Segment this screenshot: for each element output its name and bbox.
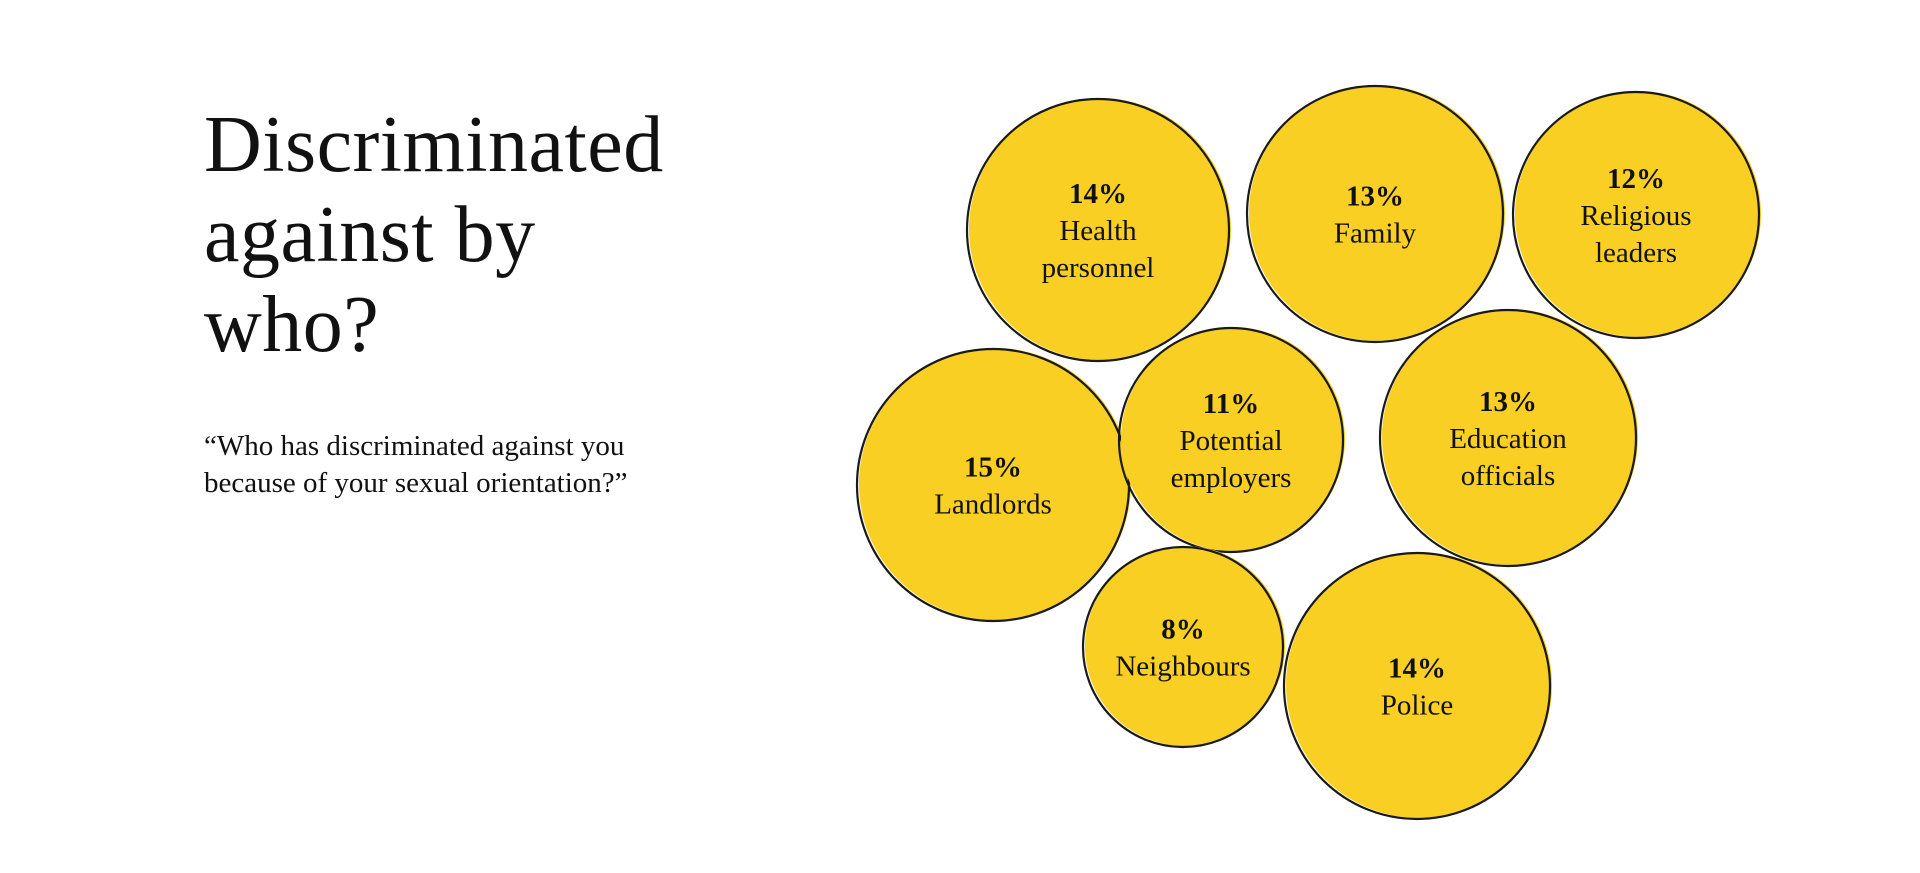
bubble-fill — [1085, 546, 1285, 746]
bubble-category-label: Family — [1334, 218, 1417, 250]
bubble-value-label: 11% — [1203, 388, 1259, 420]
bubble-outline — [1511, 90, 1761, 340]
subtitle-line: “Who has discriminated against you — [204, 430, 625, 462]
bubble-value-label: 15% — [964, 452, 1022, 484]
bubble-category-label: Potential — [1179, 425, 1282, 457]
title-line: against by — [204, 191, 536, 279]
bubble-neighbours: 8% Neighbours — [1081, 545, 1285, 749]
bubble-fill — [1249, 85, 1505, 341]
bubble-category-label: employers — [1171, 462, 1292, 494]
bubble-category-label: Neighbours — [1115, 651, 1250, 683]
bubble-category-label: Health — [1059, 215, 1137, 247]
bubble-category-label: Landlords — [934, 489, 1052, 521]
bubble-family: 13% Family — [1245, 84, 1505, 344]
bubble-value-label: 14% — [1069, 178, 1127, 210]
bubble-fill — [969, 98, 1231, 360]
bubble-value-label: 13% — [1479, 386, 1537, 418]
bubble-category-label: Police — [1381, 690, 1454, 722]
bubble-category-label: leaders — [1595, 237, 1677, 269]
page-title: Discriminated against by who? — [204, 100, 724, 370]
bubble-landlords: 15% Landlords — [855, 347, 1131, 623]
bubble-religious-leaders: 12% Religious leaders — [1511, 90, 1761, 340]
bubble-category-label: Religious — [1580, 200, 1691, 232]
bubble-potential-employers: 11% Potential employers — [1117, 326, 1345, 554]
subtitle-line: because of your sexual orientation?” — [204, 467, 628, 499]
bubble-fill — [1121, 327, 1345, 551]
bubble-outline — [1245, 84, 1505, 344]
title-line: who? — [204, 281, 380, 369]
bubble-police: 14% Police — [1282, 551, 1552, 821]
bubble-value-label: 12% — [1607, 163, 1665, 195]
bubble-outline — [1282, 551, 1552, 821]
bubble-outline — [965, 97, 1231, 363]
bubble-fill — [1382, 309, 1638, 565]
bubble-fill — [859, 348, 1131, 620]
bubble-category-label: Education — [1449, 423, 1567, 455]
bubble-value-label: 13% — [1346, 181, 1404, 213]
title-line: Discriminated — [204, 101, 664, 189]
bubble-value-label: 8% — [1161, 614, 1205, 646]
bubble-value-label: 14% — [1388, 653, 1446, 685]
bubble-health-personnel: 14% Health personnel — [965, 97, 1231, 363]
bubble-outline — [1081, 545, 1285, 749]
bubble-fill — [1286, 552, 1552, 818]
bubble-outline — [1378, 308, 1638, 568]
survey-question: “Who has discriminated against you becau… — [204, 428, 764, 502]
bubble-education-officials: 13% Education officials — [1378, 308, 1638, 568]
bubble-outline — [1117, 326, 1345, 554]
bubble-fill — [1515, 91, 1761, 337]
bubble-category-label: personnel — [1042, 252, 1155, 284]
bubble-category-label: officials — [1461, 460, 1556, 492]
